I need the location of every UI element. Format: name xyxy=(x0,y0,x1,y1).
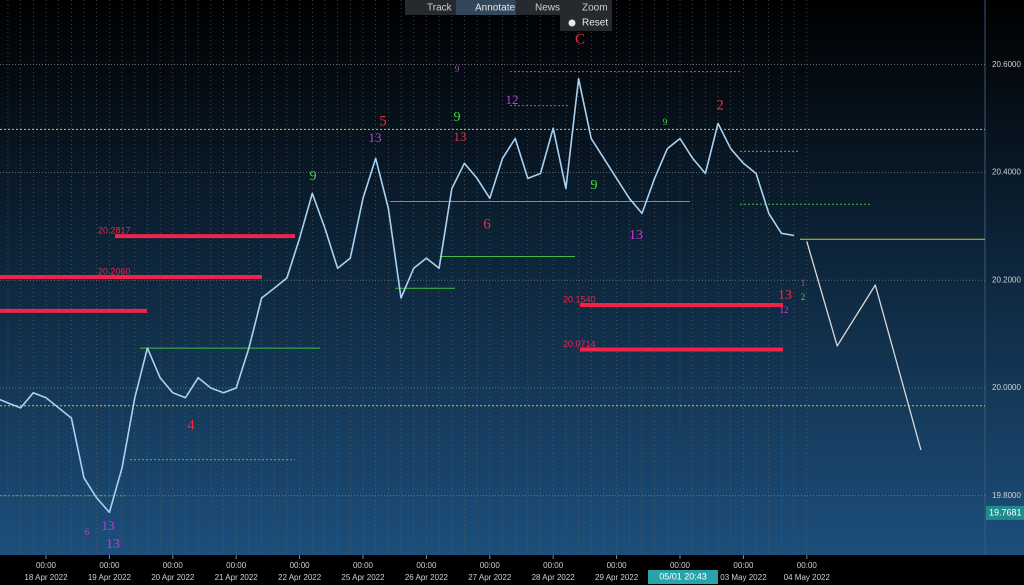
x-tick-time: 00:00 xyxy=(36,561,57,570)
wave-annotation: 12 xyxy=(780,305,789,315)
wave-annotation: 12 xyxy=(506,92,519,107)
x-tick-time: 00:00 xyxy=(226,561,247,570)
wave-annotation: C xyxy=(575,31,585,47)
reset-button[interactable]: Reset xyxy=(582,18,608,29)
wave-annotation: 2 xyxy=(801,292,806,302)
y-tick-label: 20.2000 xyxy=(992,275,1021,284)
wave-annotation: 6 xyxy=(483,216,491,232)
x-tick-label: 04 May 2022 xyxy=(784,573,831,582)
x-tick-label: 20 Apr 2022 xyxy=(151,573,195,582)
wave-annotation: 13 xyxy=(778,288,792,303)
toolbar-active xyxy=(456,0,516,15)
level-label: 20.2817 xyxy=(98,226,131,236)
y-tick-label: 20.6000 xyxy=(992,60,1021,69)
toolbar-button[interactable]: Track xyxy=(427,3,453,14)
x-tick-time: 00:00 xyxy=(99,561,120,570)
wave-annotation: 9 xyxy=(591,178,598,193)
x-tick-time: 00:00 xyxy=(607,561,628,570)
x-tick-label: 28 Apr 2022 xyxy=(532,573,576,582)
price-line xyxy=(806,241,922,451)
y-tick-label: 19.8000 xyxy=(992,491,1021,500)
x-tick-time: 00:00 xyxy=(290,561,311,570)
wave-annotation: 2 xyxy=(716,97,724,113)
level-label: 20.1540 xyxy=(563,294,596,304)
x-tick-time: 00:00 xyxy=(670,561,691,570)
x-tick-label: 21 Apr 2022 xyxy=(215,573,259,582)
y-tick-label: 20.4000 xyxy=(992,168,1021,177)
x-tick-time: 00:00 xyxy=(163,561,184,570)
x-tick-label: 22 Apr 2022 xyxy=(278,573,322,582)
wave-annotation: 9 xyxy=(455,64,460,74)
wave-annotation: 9 xyxy=(663,117,668,127)
x-tick-time: 00:00 xyxy=(733,561,754,570)
x-tick-label: 26 Apr 2022 xyxy=(405,573,449,582)
wave-annotation: 5 xyxy=(379,113,387,129)
wave-annotation: 1 xyxy=(801,278,806,288)
wave-annotation: 13 xyxy=(102,518,115,533)
crosshair-label: 05/01 20:43 xyxy=(659,571,707,581)
x-tick-time: 00:00 xyxy=(416,561,437,570)
level-label: 20.0714 xyxy=(563,339,596,349)
toolbar-button[interactable]: Zoom xyxy=(582,3,608,14)
wave-annotation: 4 xyxy=(187,417,195,433)
last-price-box xyxy=(986,505,1024,520)
toolbar-button[interactable]: Annotate xyxy=(475,3,515,14)
price-line xyxy=(0,77,795,514)
x-tick-label: 19 Apr 2022 xyxy=(88,573,132,582)
x-axis-strip xyxy=(0,555,1024,585)
wave-annotation: 6 xyxy=(85,527,90,537)
last-price-label: 19.7681 xyxy=(989,507,1022,517)
x-tick-time: 00:00 xyxy=(480,561,501,570)
wave-annotation: 13 xyxy=(369,130,382,145)
wave-annotation: 13 xyxy=(454,129,467,144)
x-tick-label: 18 Apr 2022 xyxy=(24,573,68,582)
wave-annotation: 9 xyxy=(454,110,461,125)
x-tick-time: 00:00 xyxy=(353,561,374,570)
x-tick-label: 29 Apr 2022 xyxy=(595,573,639,582)
y-tick-label: 20.0000 xyxy=(992,383,1021,392)
x-tick-time: 00:00 xyxy=(543,561,564,570)
reset-icon xyxy=(568,19,576,27)
level-label: 20.2060 xyxy=(98,266,131,276)
x-tick-label: 27 Apr 2022 xyxy=(468,573,512,582)
toolbar: Track Annotate News Zoom Reset xyxy=(405,0,612,31)
wave-annotation: 13 xyxy=(629,228,643,243)
x-tick-label: 03 May 2022 xyxy=(720,573,767,582)
wave-annotation: 13 xyxy=(106,537,120,552)
x-tick-time: 00:00 xyxy=(797,561,818,570)
wave-annotation: 9 xyxy=(310,169,317,184)
toolbar-button[interactable]: News xyxy=(535,3,560,14)
reset-background xyxy=(560,15,612,31)
crosshair-box xyxy=(648,570,718,584)
x-tick-label: 25 Apr 2022 xyxy=(341,573,385,582)
